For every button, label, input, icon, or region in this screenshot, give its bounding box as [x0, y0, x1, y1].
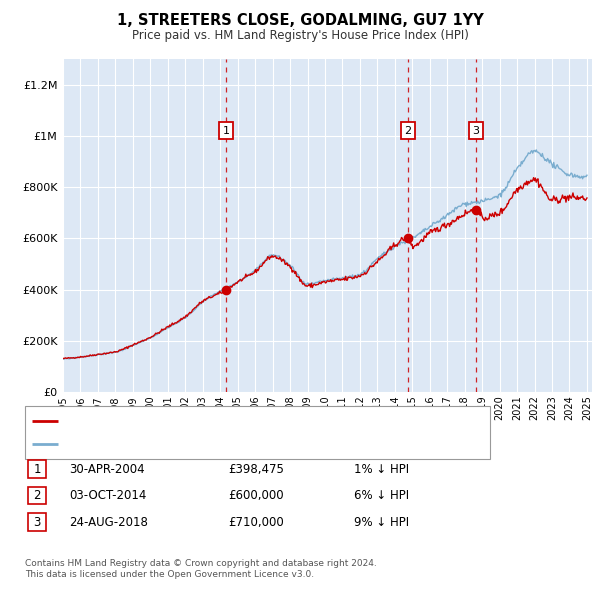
Text: £600,000: £600,000: [228, 489, 284, 502]
Text: 3: 3: [34, 516, 41, 529]
Text: 30-APR-2004: 30-APR-2004: [69, 463, 145, 476]
Text: 1: 1: [223, 126, 229, 136]
Text: Price paid vs. HM Land Registry's House Price Index (HPI): Price paid vs. HM Land Registry's House …: [131, 30, 469, 42]
Text: 03-OCT-2014: 03-OCT-2014: [69, 489, 146, 502]
Text: £710,000: £710,000: [228, 516, 284, 529]
Text: 1% ↓ HPI: 1% ↓ HPI: [354, 463, 409, 476]
Text: HPI: Average price, detached house, Waverley: HPI: Average price, detached house, Wave…: [62, 439, 315, 449]
Text: £398,475: £398,475: [228, 463, 284, 476]
Text: 2: 2: [404, 126, 412, 136]
Text: 24-AUG-2018: 24-AUG-2018: [69, 516, 148, 529]
Text: 1, STREETERS CLOSE, GODALMING, GU7 1YY: 1, STREETERS CLOSE, GODALMING, GU7 1YY: [116, 13, 484, 28]
Text: 2: 2: [34, 489, 41, 502]
Text: This data is licensed under the Open Government Licence v3.0.: This data is licensed under the Open Gov…: [25, 571, 314, 579]
Text: 1: 1: [34, 463, 41, 476]
Text: 6% ↓ HPI: 6% ↓ HPI: [354, 489, 409, 502]
Text: 9% ↓ HPI: 9% ↓ HPI: [354, 516, 409, 529]
Text: 1, STREETERS CLOSE, GODALMING, GU7 1YY (detached house): 1, STREETERS CLOSE, GODALMING, GU7 1YY (…: [62, 416, 407, 426]
Text: Contains HM Land Registry data © Crown copyright and database right 2024.: Contains HM Land Registry data © Crown c…: [25, 559, 377, 568]
Text: 3: 3: [473, 126, 479, 136]
